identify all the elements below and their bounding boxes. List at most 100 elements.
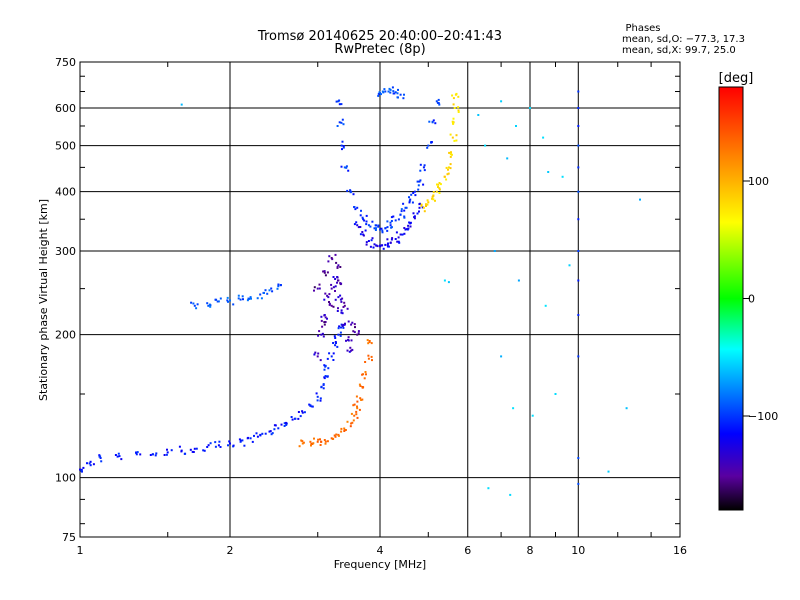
data-point [445,178,448,181]
data-point [419,179,422,182]
data-point [317,334,320,337]
data-point [332,359,335,361]
y-tick-label: 500 [55,140,76,153]
data-point [352,193,355,196]
data-point [180,103,183,106]
data-point [452,117,455,120]
data-point [276,287,279,290]
data-point [320,440,323,443]
data-point [382,247,385,250]
data-point [324,440,327,443]
data-point [577,355,580,358]
data-point [299,415,302,418]
data-point [431,120,434,123]
data-point [386,229,389,232]
data-point [367,354,370,357]
data-point [394,91,397,94]
data-point [341,140,344,143]
data-point [269,430,272,433]
data-point [337,327,340,330]
data-point [408,199,411,202]
data-point [241,295,244,298]
data-point [447,281,450,284]
data-point [577,166,580,169]
data-point [310,405,313,408]
data-point [322,383,325,386]
x-tick-label: 1 [77,544,84,557]
data-point [226,296,229,299]
data-point [347,336,350,339]
data-point [342,146,345,149]
data-point [389,224,392,227]
data-point [438,182,441,184]
data-point [332,352,335,355]
data-point [392,92,395,95]
data-point [193,304,196,307]
data-point [377,225,380,228]
data-point [370,342,373,345]
data-point [323,270,326,273]
data-point [544,304,547,307]
data-point [363,377,366,380]
data-point [347,169,350,172]
data-point [232,303,235,306]
data-point [335,261,338,264]
grid-lines [80,62,680,537]
data-point [411,201,414,204]
data-point [405,206,408,209]
data-point [379,228,381,231]
data-point [577,144,580,147]
data-point [263,292,265,294]
data-point [338,325,341,328]
data-point [375,224,378,227]
data-point [166,451,169,454]
data-point [261,432,264,435]
data-point [379,245,382,248]
data-point [363,219,366,222]
data-point [389,88,392,91]
data-point [319,444,322,446]
data-point [396,92,399,95]
data-point [577,190,580,193]
data-point [409,198,412,201]
data-point [451,120,454,123]
data-point [577,125,580,127]
data-point [577,90,580,93]
plot-frame [79,61,681,538]
data-point [229,442,231,445]
y-tick-label: 600 [55,102,76,115]
data-point [271,432,274,435]
data-point [430,141,433,143]
data-point [192,302,195,305]
data-point [337,279,340,282]
data-point [285,421,287,424]
data-point [336,276,339,279]
data-point [412,192,415,194]
data-point [237,294,240,297]
data-point [383,88,386,91]
data-point [356,206,359,209]
data-point [447,168,449,171]
data-point [432,119,435,122]
data-point [357,330,360,333]
data-point [403,209,406,212]
data-point [404,228,407,231]
data-point [323,439,326,441]
data-point [334,253,337,256]
data-point [391,86,394,89]
data-point [412,212,415,215]
data-point [318,330,321,333]
data-point [342,323,345,326]
data-point [577,250,580,252]
data-point [256,435,259,438]
data-point [423,169,426,172]
data-point [227,300,229,303]
data-point [324,316,327,319]
data-point [322,335,325,338]
data-point [154,454,157,457]
data-point [178,445,181,448]
data-point [403,227,406,229]
data-point [390,216,393,219]
data-point [382,91,385,94]
data-point [417,188,420,191]
